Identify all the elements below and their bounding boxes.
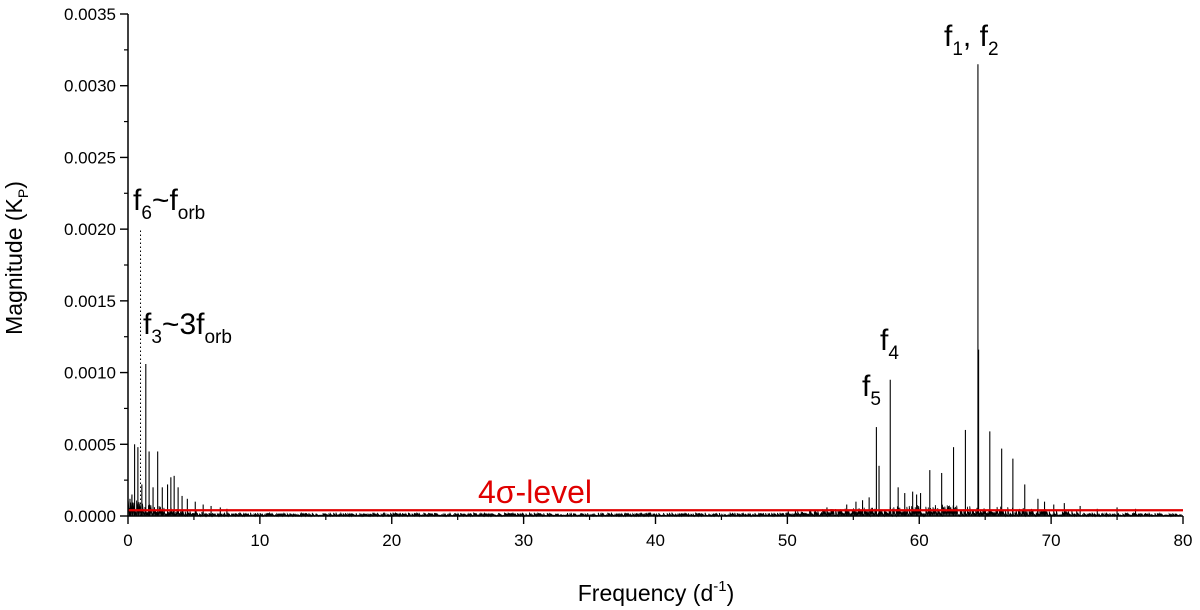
chart-tick-labels: 0 10 20 30 40 50 60 70 80 0.0000 0.0005 0.0010 0.001… [64,5,1192,550]
x-tick-label-7: 70 [1042,531,1061,550]
chart-data-layer [127,64,1183,518]
x-tick-label-0: 0 [123,531,132,550]
annotation-f4: f4 [880,324,899,364]
y-tick-label-0: 0.0000 [64,507,116,526]
y-tick-label-7: 0.0035 [64,5,116,24]
x-tick-label-3: 30 [514,531,533,550]
annotation-f6-forb: f6~forb [133,184,205,224]
y-tick-label-5: 0.0025 [64,148,116,167]
x-tick-label-2: 20 [382,531,401,550]
x-tick-label-5: 50 [778,531,797,550]
x-tick-label-4: 40 [646,531,665,550]
chart-axes [120,13,1184,524]
y-tick-label-2: 0.0010 [64,364,116,383]
annotation-f5: f5 [862,370,881,410]
x-tick-label-1: 10 [250,531,269,550]
annotation-f1-f2: f1, f2 [944,20,999,60]
y-tick-label-3: 0.0015 [64,292,116,311]
sigma-level-label: 4σ-level [478,474,592,510]
y-axis-title: Magnitude (KP) [1,181,31,335]
noise-floor-line [127,496,1182,518]
y-tick-label-1: 0.0005 [64,435,116,454]
annotation-f3-3forb: f3~3forb [143,308,232,348]
y-tick-label-6: 0.0030 [64,77,116,96]
x-tick-label-6: 60 [910,531,929,550]
x-tick-label-8: 80 [1174,531,1193,550]
y-tick-label-4: 0.0020 [64,220,116,239]
x-axis-title: Frequency (d-1) [578,578,735,606]
